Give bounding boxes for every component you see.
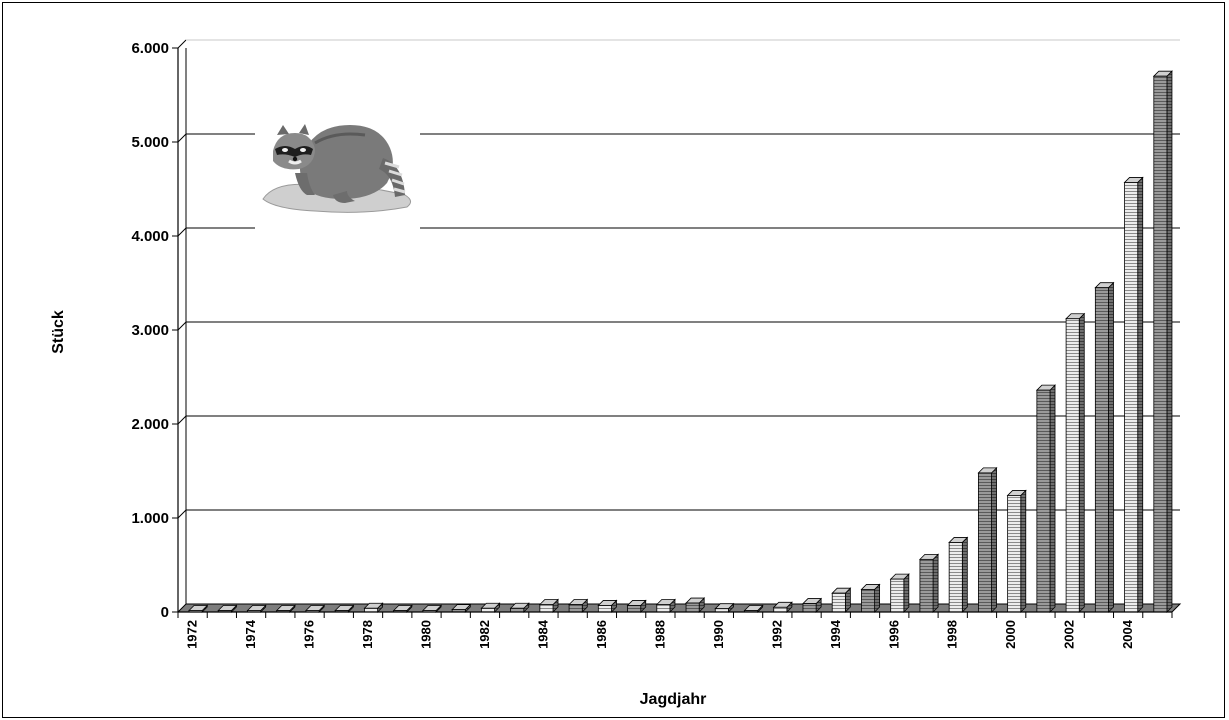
x-tick-label: 1978 xyxy=(360,620,375,649)
y-tick-labels: 0 1.000 2.000 3.000 4.000 5.000 6.000 xyxy=(131,40,169,621)
bar xyxy=(1094,281,1115,613)
x-tick-label: 1988 xyxy=(652,620,667,649)
y-tick-label: 5.000 xyxy=(131,134,169,151)
bar xyxy=(421,604,443,613)
x-tick-label: 1990 xyxy=(711,620,726,649)
bar xyxy=(392,604,413,613)
x-tick-label: 1984 xyxy=(535,619,550,649)
x-tick-label: 2002 xyxy=(1062,620,1077,649)
y-tick-label: 3.000 xyxy=(131,322,169,339)
x-tick-label: 1986 xyxy=(594,620,609,649)
bar xyxy=(597,599,618,613)
bar xyxy=(889,573,910,613)
bar xyxy=(977,466,998,613)
bar xyxy=(538,598,559,613)
bar xyxy=(334,604,355,613)
x-tick-label: 1972 xyxy=(185,620,200,649)
y-tick-label: 4.000 xyxy=(131,228,169,245)
bar xyxy=(772,601,793,613)
y-tick-label: 2.000 xyxy=(131,416,169,433)
y-tick-label: 0 xyxy=(161,604,169,621)
bar xyxy=(451,603,472,613)
bar xyxy=(802,597,823,613)
bar xyxy=(275,604,296,613)
x-tick-label: 1998 xyxy=(945,620,960,649)
bar xyxy=(1152,70,1173,613)
bar xyxy=(509,602,530,613)
bar xyxy=(480,602,501,613)
gridline-diagonal xyxy=(177,133,187,143)
gridline-diagonal xyxy=(177,509,187,519)
bar xyxy=(1035,384,1056,613)
bar xyxy=(655,598,676,613)
x-axis-title: Jagdjahr xyxy=(640,691,707,708)
bar xyxy=(685,597,706,613)
raccoon-illustration xyxy=(255,103,420,231)
bar xyxy=(1065,312,1086,613)
bar xyxy=(217,604,238,613)
gridline-diagonal xyxy=(177,39,187,49)
bars xyxy=(188,70,1173,613)
x-tick-label: 1992 xyxy=(769,620,784,649)
y-tick-label: 6.000 xyxy=(131,40,169,57)
bar xyxy=(860,583,881,613)
bar xyxy=(188,604,209,613)
y-tick-label: 1.000 xyxy=(131,510,169,527)
bar xyxy=(1006,489,1027,613)
x-tick-label: 2004 xyxy=(1120,619,1135,649)
bar xyxy=(363,602,384,613)
bar xyxy=(305,604,326,613)
gridline-diagonal xyxy=(177,321,187,331)
bar xyxy=(714,602,735,613)
bar xyxy=(948,536,969,613)
x-tick-label: 1996 xyxy=(886,620,901,649)
bar xyxy=(743,604,764,613)
y-axis-title: Stück xyxy=(50,310,67,354)
bar xyxy=(1123,176,1144,613)
bar xyxy=(568,598,589,613)
gridline-diagonal xyxy=(177,415,187,425)
bar xyxy=(831,587,852,613)
x-tick-label: 1980 xyxy=(419,620,434,649)
x-tick-labels: 1972 1974 1976 1978 1980 1982 1984 1986 1988 1990… xyxy=(185,619,1136,649)
x-tick-label: 2000 xyxy=(1003,620,1018,649)
bar xyxy=(626,599,647,613)
x-tick-label: 1982 xyxy=(477,620,492,649)
bar xyxy=(246,604,267,613)
x-tick-label: 1976 xyxy=(302,620,317,649)
x-tick-label: 1994 xyxy=(828,619,843,649)
gridline-diagonal xyxy=(177,227,187,237)
bar xyxy=(918,553,940,613)
x-tick-label: 1974 xyxy=(243,619,258,649)
chart-floor xyxy=(176,603,1182,613)
